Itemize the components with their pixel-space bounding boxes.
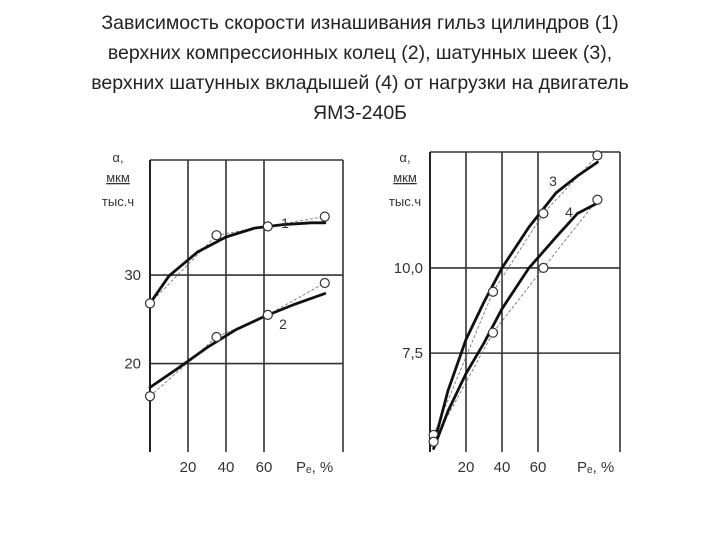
chart-1-series-1-point-1	[144, 298, 156, 309]
chart-2-y-label-line-1: α,	[399, 150, 410, 165]
chart-1-series-2-point-4	[319, 277, 330, 289]
chart-2-series-3-curve	[432, 160, 599, 447]
chart-1-y-label-line-1: α,	[112, 150, 123, 165]
chart-2-series-3-label: 3	[549, 173, 557, 189]
title-line-4: ЯМЗ-240Б	[313, 102, 407, 124]
chart-1-series-2-point-line	[149, 282, 326, 397]
chart-1-series-1-point-3	[262, 221, 273, 232]
title-line-3: верхних шатунных вкладышей (4) от нагруз…	[91, 72, 629, 94]
chart-2-series-4-point-2	[487, 327, 499, 338]
chart-1-series-1-curve	[148, 221, 327, 305]
chart-2-y-label-line-3: тыс.ч	[389, 194, 421, 209]
chart-2-x-label: Pₑ, %	[577, 459, 614, 476]
chart-1-series-1-point-4	[319, 211, 330, 222]
chart-1-y-tick-label-2: 30	[124, 267, 141, 284]
chart-2-series-3-point-4	[592, 150, 603, 161]
chart-2-x-tick-label-2: 40	[494, 459, 511, 476]
chart-1-series-2-point-3	[262, 309, 273, 320]
chart-1-y-tick-label-1: 20	[124, 356, 141, 373]
slide-title: Зависимость скорости изнашивания гильз ц…	[30, 8, 690, 128]
chart-2-series-4-point-4	[592, 194, 603, 205]
chart-1-series-1-label: 1	[281, 215, 289, 231]
chart-1-series-1-point-2	[211, 230, 222, 241]
chart-2-x-tick-label-3: 60	[530, 459, 547, 476]
chart-2-series-4-point-line	[433, 199, 598, 442]
chart-2-series-3-point-line	[433, 155, 598, 436]
chart-2-series-3-point-3	[538, 208, 549, 219]
chart-1-series-2-curve	[148, 292, 327, 389]
chart-1-series-2-label: 2	[279, 316, 287, 332]
chart-2-y-label-line-2: мкм	[393, 170, 417, 185]
chart-1-series-1-point-line	[149, 216, 325, 304]
title-line-1: Зависимость скорости изнашивания гильз ц…	[101, 12, 619, 34]
chart-1-y-label-line-2: мкм	[106, 170, 130, 185]
chart-2-y-tick-label-1: 7,5	[402, 345, 423, 362]
chart-2-series-4-curve	[432, 201, 599, 450]
title-line-2: верхних компрессионных колец (2), шатунн…	[107, 42, 613, 64]
chart-2-x-tick-label-1: 20	[458, 459, 475, 476]
chart-2-series-4-point-1	[428, 436, 439, 447]
chart-2-series-3-point-2	[487, 286, 499, 297]
chart-2-series-4-point-3	[538, 262, 549, 274]
chart-1-x-tick-label-2: 40	[218, 459, 235, 476]
chart-1-series-2-point-1	[144, 391, 156, 402]
chart-1-y-label-line-3: тыс.ч	[102, 194, 134, 209]
chart-1-x-label: Pₑ, %	[296, 459, 333, 476]
chart-1-x-tick-label-3: 60	[256, 459, 273, 476]
chart-2-y-tick-label-2: 10,0	[394, 260, 423, 277]
chart-1-x-tick-label-1: 20	[180, 459, 197, 476]
chart-2-series-4-label: 4	[565, 204, 573, 220]
chart-1-series-2-point-2	[211, 331, 222, 343]
